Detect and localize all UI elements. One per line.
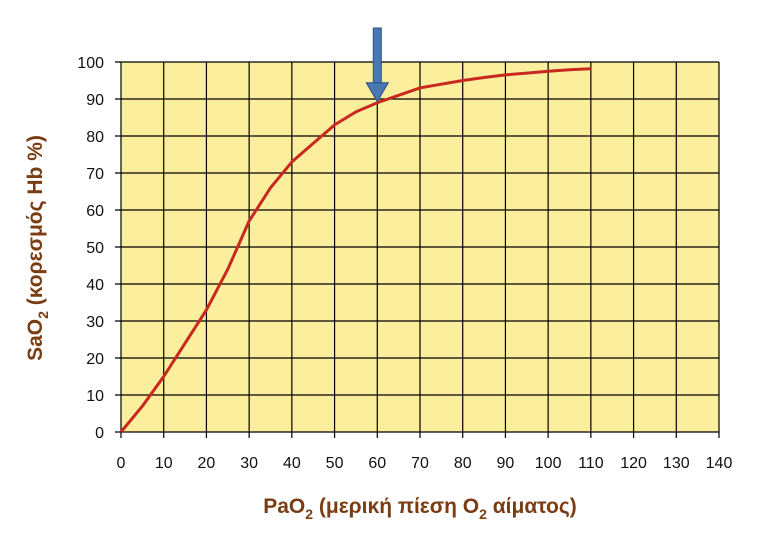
x-tick-label: 40 [283,455,301,472]
y-tick-label: 90 [86,92,104,109]
x-tick-label: 130 [663,455,690,472]
y-tick-label: 80 [86,129,104,146]
y-tick-label: 100 [77,55,104,72]
x-tick-label: 110 [578,455,604,472]
series-line [119,67,591,433]
x-tick-label: 120 [620,455,647,472]
x-tick-label: 100 [535,455,562,472]
arrow-shaft [372,27,382,85]
x-tick-label: 80 [454,455,472,472]
x-tick-label: 10 [155,455,173,472]
grid [115,61,720,438]
x-tick-label: 70 [411,455,429,472]
x-tick-label: 30 [240,455,258,472]
y-tick-label: 60 [86,203,104,220]
x-tick-label: 90 [497,455,515,472]
y-tick-label: 50 [86,240,104,257]
y-tick-label: 10 [86,388,104,405]
x-tick-label: 20 [198,455,216,472]
y-tick-label: 70 [86,166,104,183]
x-tick-label: 50 [326,455,344,472]
y-axis-title: SaO2 (κορεσμός Hb %) [24,135,51,361]
y-tick-label: 0 [95,425,104,442]
y-tick-label: 30 [86,314,104,331]
y-tick-label: 20 [86,351,104,368]
x-tick-label: 60 [368,455,386,472]
x-tick-labels: 0 10 20 30 40 50 60 70 80 90 100 110 120 130 140 [117,455,733,472]
y-tick-labels: 0 10 20 30 40 50 60 70 80 90 100 [77,55,104,442]
arrow-head [365,82,390,103]
y-tick-label: 40 [86,277,104,294]
x-tick-label: 140 [706,455,733,472]
x-tick-label: 0 [117,455,126,472]
arrow-annotation [365,27,390,103]
x-axis-title: PaO2 (μερική πίεση O2 αίματος) [263,495,577,522]
